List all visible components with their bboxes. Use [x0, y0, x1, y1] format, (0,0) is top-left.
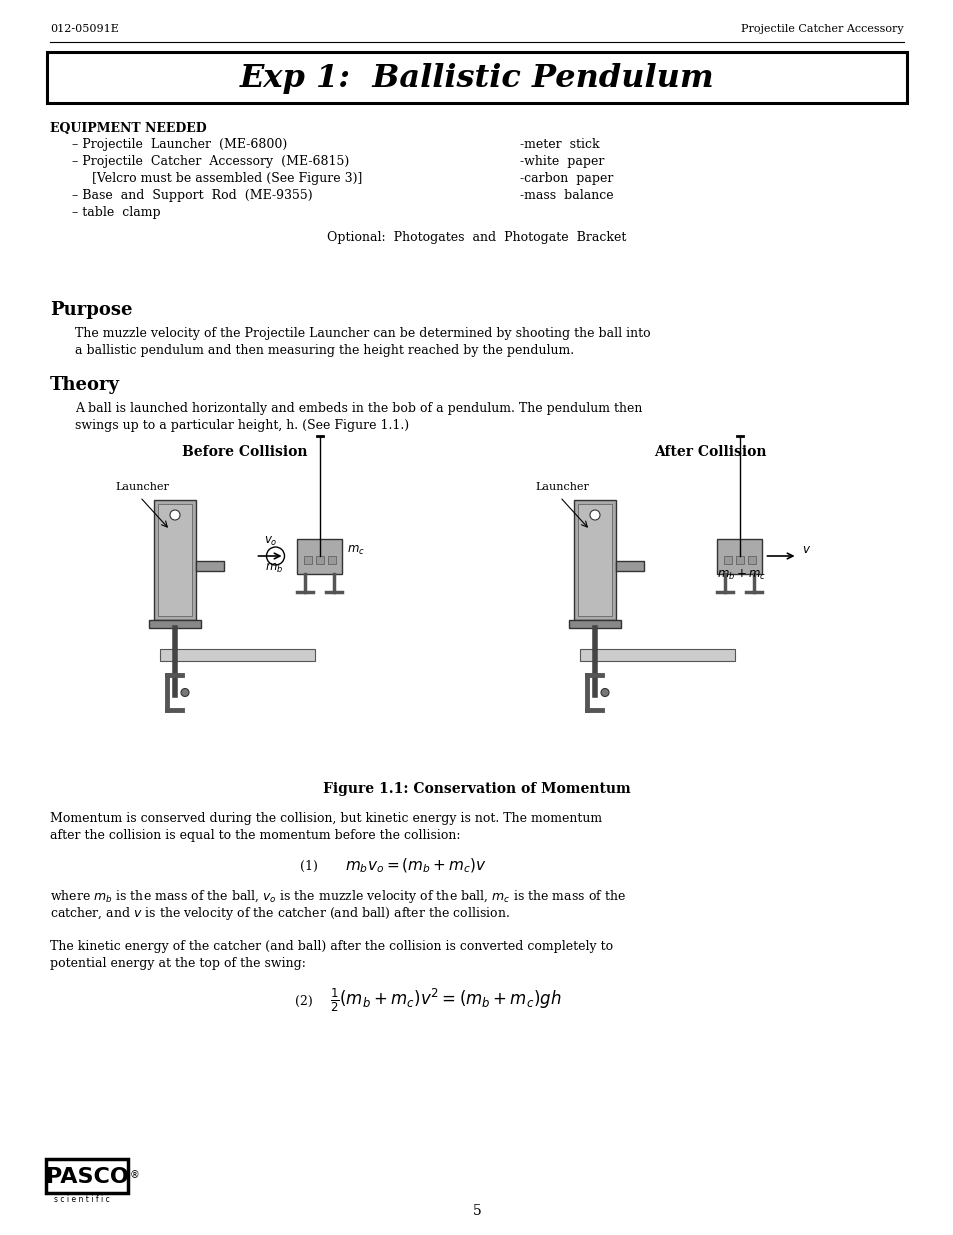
Text: $m_b$: $m_b$	[265, 562, 283, 576]
Text: Projectile Catcher Accessory: Projectile Catcher Accessory	[740, 23, 903, 35]
Text: $m_c$: $m_c$	[347, 543, 365, 557]
Text: A ball is launched horizontally and embeds in the bob of a pendulum. The pendulu: A ball is launched horizontally and embe…	[75, 403, 641, 415]
Text: (1): (1)	[299, 860, 317, 873]
Bar	[195, 561, 224, 571]
Text: (2): (2)	[294, 995, 313, 1008]
Text: Launcher: Launcher	[535, 482, 588, 492]
Bar	[578, 504, 612, 616]
Bar	[717, 538, 761, 573]
Text: – Base  and  Support  Rod  (ME-9355): – Base and Support Rod (ME-9355)	[71, 189, 313, 203]
Text: potential energy at the top of the swing:: potential energy at the top of the swing…	[50, 957, 306, 969]
Bar	[747, 556, 755, 564]
Circle shape	[600, 688, 608, 697]
Text: s c i e n t i f i c: s c i e n t i f i c	[54, 1195, 110, 1204]
Text: 012-05091E: 012-05091E	[50, 23, 119, 35]
Text: $\frac{1}{2}(m_b + m_c)v^2 = (m_b + m_c)gh$: $\frac{1}{2}(m_b + m_c)v^2 = (m_b + m_c)…	[330, 987, 561, 1014]
Text: PASCO: PASCO	[46, 1167, 129, 1187]
Text: – Projectile  Catcher  Accessory  (ME-6815): – Projectile Catcher Accessory (ME-6815)	[71, 156, 349, 168]
Circle shape	[266, 547, 284, 564]
Bar	[149, 620, 201, 629]
Text: 5: 5	[472, 1204, 481, 1218]
Text: EQUIPMENT NEEDED: EQUIPMENT NEEDED	[50, 122, 207, 135]
Text: Launcher: Launcher	[115, 482, 169, 492]
Text: – table  clamp: – table clamp	[71, 206, 160, 219]
Text: -white  paper: -white paper	[519, 156, 604, 168]
Text: catcher, and $v$ is the velocity of the catcher (and ball) after the collision.: catcher, and $v$ is the velocity of the …	[50, 905, 509, 923]
Text: -carbon  paper: -carbon paper	[519, 172, 613, 185]
Circle shape	[170, 510, 180, 520]
Text: Exp 1:  Ballistic Pendulum: Exp 1: Ballistic Pendulum	[239, 63, 714, 94]
Bar	[160, 650, 314, 661]
Text: The muzzle velocity of the Projectile Launcher can be determined by shooting the: The muzzle velocity of the Projectile La…	[75, 327, 650, 340]
Bar	[315, 556, 324, 564]
Text: after the collision is equal to the momentum before the collision:: after the collision is equal to the mome…	[50, 829, 460, 842]
Text: The kinetic energy of the catcher (and ball) after the collision is converted co: The kinetic energy of the catcher (and b…	[50, 940, 613, 953]
Bar	[304, 556, 312, 564]
Text: Before Collision: Before Collision	[182, 445, 308, 459]
Text: swings up to a particular height, h. (See Figure 1.1.): swings up to a particular height, h. (Se…	[75, 419, 409, 432]
Text: [Velcro must be assembled (See Figure 3)]: [Velcro must be assembled (See Figure 3)…	[71, 172, 362, 185]
Text: Optional:  Photogates  and  Photogate  Bracket: Optional: Photogates and Photogate Brack…	[327, 231, 626, 245]
Text: Figure 1.1: Conservation of Momentum: Figure 1.1: Conservation of Momentum	[323, 782, 630, 797]
Bar	[735, 556, 743, 564]
Text: -meter  stick: -meter stick	[519, 138, 599, 151]
Bar	[47, 52, 906, 103]
Text: where $m_b$ is the mass of the ball, $v_o$ is the muzzle velocity of the ball, $: where $m_b$ is the mass of the ball, $v_…	[50, 888, 625, 905]
Text: Theory: Theory	[50, 375, 120, 394]
Bar	[153, 500, 195, 620]
Text: $m_b + m_c$: $m_b + m_c$	[717, 568, 766, 582]
Text: a ballistic pendulum and then measuring the height reached by the pendulum.: a ballistic pendulum and then measuring …	[75, 345, 574, 357]
Bar	[579, 650, 734, 661]
Bar	[158, 504, 192, 616]
Text: After Collision: After Collision	[653, 445, 765, 459]
Text: Purpose: Purpose	[50, 301, 132, 319]
Bar	[568, 620, 620, 629]
Bar	[616, 561, 643, 571]
Bar	[297, 538, 342, 573]
Text: $m_bv_o = (m_b + m_c)v$: $m_bv_o = (m_b + m_c)v$	[345, 856, 486, 874]
Text: -mass  balance: -mass balance	[519, 189, 613, 203]
Bar	[723, 556, 731, 564]
Circle shape	[181, 688, 189, 697]
Bar	[46, 1158, 128, 1193]
Text: Momentum is conserved during the collision, but kinetic energy is not. The momen: Momentum is conserved during the collisi…	[50, 811, 601, 825]
Text: ®: ®	[130, 1170, 139, 1179]
Text: $v_o$: $v_o$	[263, 535, 277, 548]
Bar	[328, 556, 335, 564]
Text: – Projectile  Launcher  (ME-6800): – Projectile Launcher (ME-6800)	[71, 138, 287, 151]
Circle shape	[589, 510, 599, 520]
Text: $v$: $v$	[801, 543, 811, 556]
Bar	[574, 500, 616, 620]
